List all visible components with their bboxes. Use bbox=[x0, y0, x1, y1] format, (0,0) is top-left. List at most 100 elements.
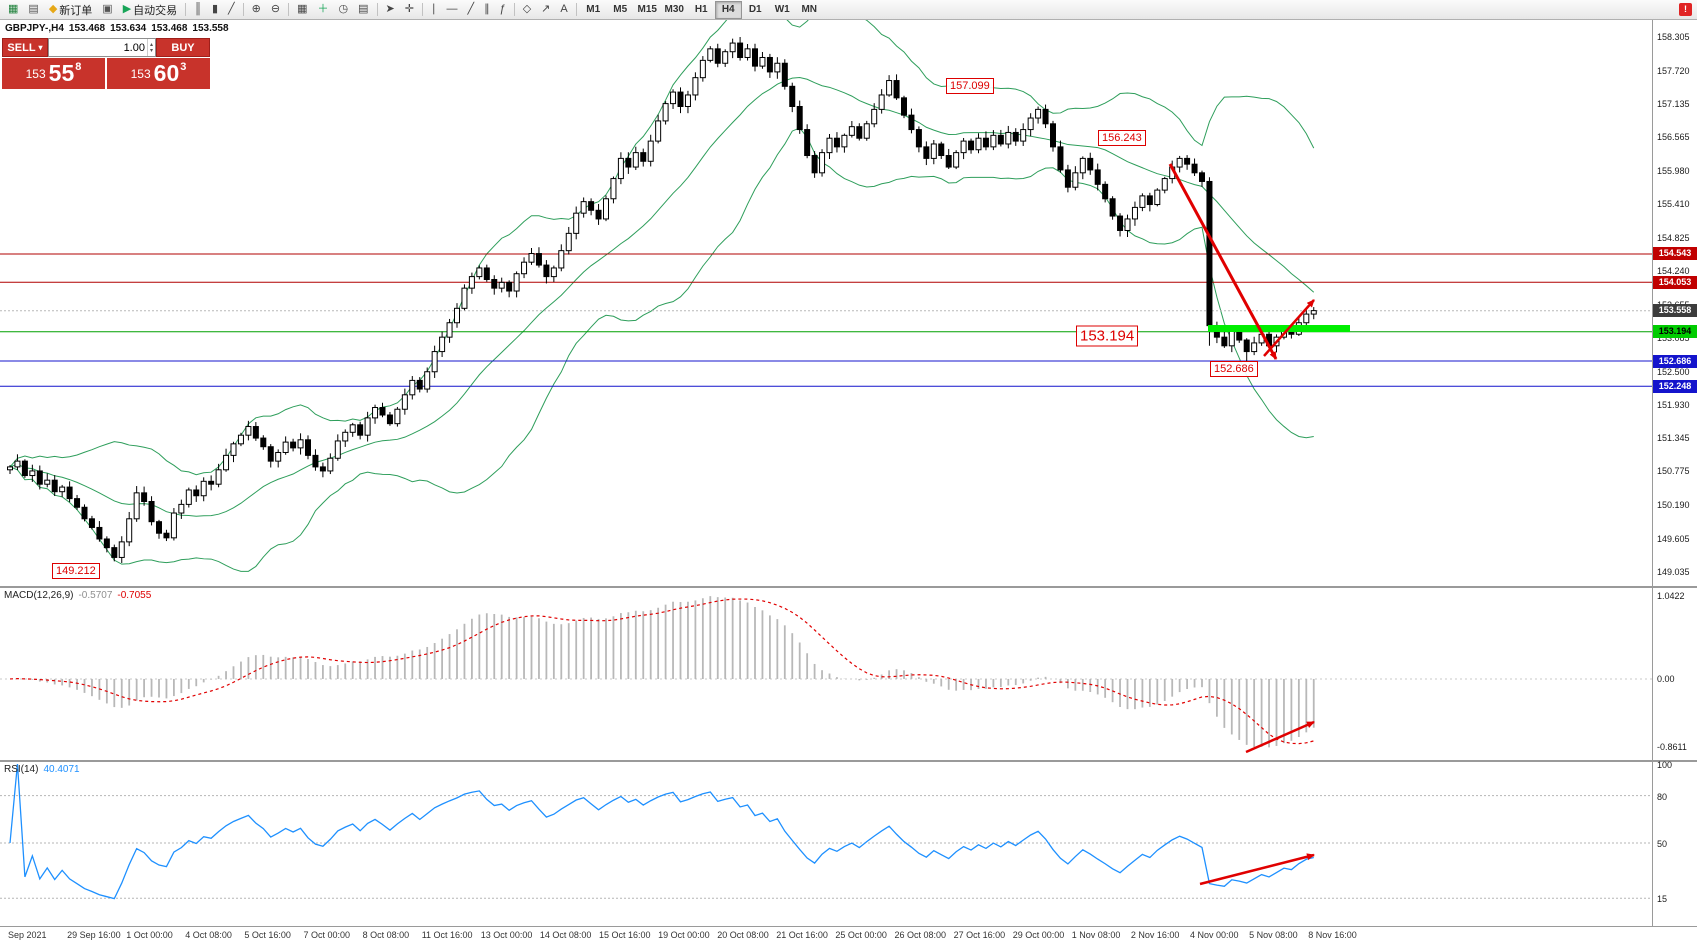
templates-icon: ▤ bbox=[358, 3, 369, 15]
price-callout-156.243[interactable]: 156.243 bbox=[1098, 130, 1146, 147]
autotrading-icon: ▶ bbox=[122, 3, 132, 15]
price-axis-border bbox=[1652, 20, 1653, 926]
timeframe-mn-button[interactable]: MN bbox=[801, 3, 817, 15]
autotrading-button[interactable]: ▶ 自动交易 bbox=[119, 1, 181, 19]
shapes-button[interactable]: ◇ bbox=[519, 1, 535, 19]
price-tick-label: 154.825 bbox=[1657, 232, 1690, 243]
green-highlight-bar[interactable] bbox=[1208, 325, 1350, 333]
buy-button[interactable]: BUY bbox=[156, 38, 210, 57]
time-axis[interactable]: Sep 2021 29 Sep 16:00 1 Oct 00:00 4 Oct 08:… bbox=[0, 926, 1697, 942]
equidistant-channel-button[interactable]: ∥ bbox=[480, 1, 494, 19]
buy-price-button[interactable]: 153 60 3 bbox=[107, 58, 210, 89]
time-tick-label: 29 Oct 00:00 bbox=[1012, 930, 1065, 940]
chart-window-icon: ▣ bbox=[102, 3, 113, 15]
time-tick-label: 25 Oct 00:00 bbox=[835, 930, 887, 940]
rsi-tick-label: 100 bbox=[1657, 760, 1673, 770]
bar-chart-icon: ║ bbox=[194, 3, 202, 15]
time-tick-label: 7 Oct 00:00 bbox=[303, 930, 351, 940]
new-chart-button[interactable]: ▦ bbox=[4, 1, 22, 19]
autotrading-label: 自动交易 bbox=[133, 4, 178, 17]
sell-price-big: 55 bbox=[48, 60, 75, 86]
timeframe-d1-button[interactable]: D1 bbox=[748, 3, 762, 15]
alert-icon[interactable]: ! bbox=[1679, 3, 1692, 16]
horizontal-level-lines[interactable] bbox=[0, 253, 1652, 387]
vertical-line-button[interactable]: ∣ bbox=[427, 1, 441, 19]
lot-input[interactable] bbox=[49, 39, 147, 56]
timeframe-m15-button[interactable]: M15 bbox=[637, 3, 657, 15]
trendline-icon: ╱ bbox=[467, 3, 475, 15]
arrows-button[interactable]: ↗ bbox=[537, 1, 554, 19]
line-chart-button[interactable]: ╱ bbox=[224, 1, 239, 19]
price-tick-label: 157.135 bbox=[1657, 99, 1690, 110]
bar-chart-button[interactable]: ║ bbox=[190, 1, 206, 19]
macd-tick-label: 0.00 bbox=[1657, 673, 1675, 684]
zoom-out-button[interactable]: ⊖ bbox=[267, 1, 284, 19]
chevron-down-icon: ▾ bbox=[38, 43, 43, 52]
timeframe-m1-button[interactable]: M1 bbox=[586, 3, 601, 15]
cursor-button[interactable]: ➤ bbox=[382, 1, 399, 19]
add-indicator-button[interactable]: ＋ bbox=[313, 1, 332, 19]
timeframe-m30-button[interactable]: M30 bbox=[664, 3, 684, 15]
sell-button[interactable]: SELL ▾ bbox=[2, 38, 48, 57]
macd-tick-label: 1.0422 bbox=[1657, 591, 1685, 602]
timeframe-w1-button[interactable]: W1 bbox=[774, 3, 790, 15]
toolbar-separator bbox=[242, 3, 244, 16]
sell-price-button[interactable]: 153 55 8 bbox=[2, 58, 105, 89]
toolbar-separator bbox=[421, 3, 423, 16]
sell-price-base: 153 bbox=[25, 66, 46, 81]
timeframe-h4-button[interactable]: H4 bbox=[714, 0, 742, 19]
timeframe-h1-button[interactable]: H1 bbox=[694, 3, 708, 15]
add-indicator-icon: ＋ bbox=[317, 3, 329, 15]
price-callout-152.686[interactable]: 152.686 bbox=[1210, 360, 1258, 377]
trendline-button[interactable]: ╱ bbox=[463, 1, 478, 19]
tile-windows-icon: ▦ bbox=[297, 3, 308, 15]
time-tick-label: Sep 2021 bbox=[8, 930, 47, 940]
price-tick-label: 156.565 bbox=[1657, 132, 1690, 143]
text-button[interactable]: A bbox=[556, 1, 571, 19]
crosshair-button[interactable]: ✛ bbox=[401, 1, 418, 19]
period-selector-button[interactable]: ◷ bbox=[334, 1, 352, 19]
zoom-in-button[interactable]: ⊕ bbox=[248, 1, 265, 19]
profiles-button[interactable]: ▤ bbox=[24, 1, 42, 19]
time-tick-label: 29 Sep 16:00 bbox=[67, 930, 121, 940]
price-callout-153.194[interactable]: 153.194 bbox=[1076, 325, 1139, 347]
ohlc-low: 153.468 bbox=[151, 23, 188, 34]
rsi-trend-arrow[interactable] bbox=[1199, 853, 1315, 886]
fibonacci-button[interactable]: ƒ bbox=[496, 1, 510, 19]
period-selector-icon: ◷ bbox=[338, 3, 349, 15]
time-tick-label: 20 Oct 08:00 bbox=[717, 930, 769, 940]
horizontal-line-button[interactable]: ― bbox=[442, 1, 461, 19]
ohlc-close: 153.558 bbox=[192, 23, 229, 34]
macd-tick-label: -0.8611 bbox=[1657, 742, 1687, 753]
price-tick-label: 154.240 bbox=[1657, 266, 1690, 277]
lot-size-box: ▴▾ bbox=[48, 38, 156, 57]
toolbar-separator bbox=[575, 3, 577, 16]
price-tick-label: 150.775 bbox=[1657, 466, 1690, 477]
tile-windows-button[interactable]: ▦ bbox=[293, 1, 311, 19]
price-callout-157.099[interactable]: 157.099 bbox=[946, 78, 994, 95]
timeframe-m5-button[interactable]: M5 bbox=[613, 3, 628, 15]
price-tick-label: 152.500 bbox=[1657, 366, 1690, 377]
rsi-indicator-label: RSI(14) 40.4071 bbox=[4, 764, 80, 775]
templates-button[interactable]: ▤ bbox=[354, 1, 372, 19]
buy-price-sup: 3 bbox=[180, 61, 187, 73]
trend-arrows[interactable] bbox=[1168, 163, 1315, 360]
crosshair-icon: ✛ bbox=[404, 3, 414, 15]
horizontal-line-icon: ― bbox=[446, 3, 458, 15]
pane-separator-macd[interactable] bbox=[0, 586, 1697, 588]
lot-stepper[interactable]: ▴ ▾ bbox=[146, 39, 155, 56]
sell-label: SELL bbox=[7, 41, 36, 54]
price-callout-149.212[interactable]: 149.212 bbox=[52, 563, 100, 580]
ohlc-high: 153.634 bbox=[110, 23, 147, 34]
time-tick-label: 1 Oct 00:00 bbox=[126, 930, 173, 940]
zoom-out-icon: ⊖ bbox=[270, 3, 281, 15]
candlestick-chart-button[interactable]: ▮ bbox=[208, 1, 222, 19]
time-tick-label: 2 Nov 16:00 bbox=[1130, 930, 1180, 940]
pane-separator-rsi[interactable] bbox=[0, 760, 1697, 762]
new-order-button[interactable]: ◆ 新订单 bbox=[45, 1, 96, 19]
chart-window-button[interactable]: ▣ bbox=[98, 1, 116, 19]
new-chart-icon: ▦ bbox=[8, 3, 19, 15]
macd-trend-arrow[interactable] bbox=[1245, 720, 1315, 754]
time-tick-label: 4 Nov 00:00 bbox=[1190, 930, 1239, 940]
